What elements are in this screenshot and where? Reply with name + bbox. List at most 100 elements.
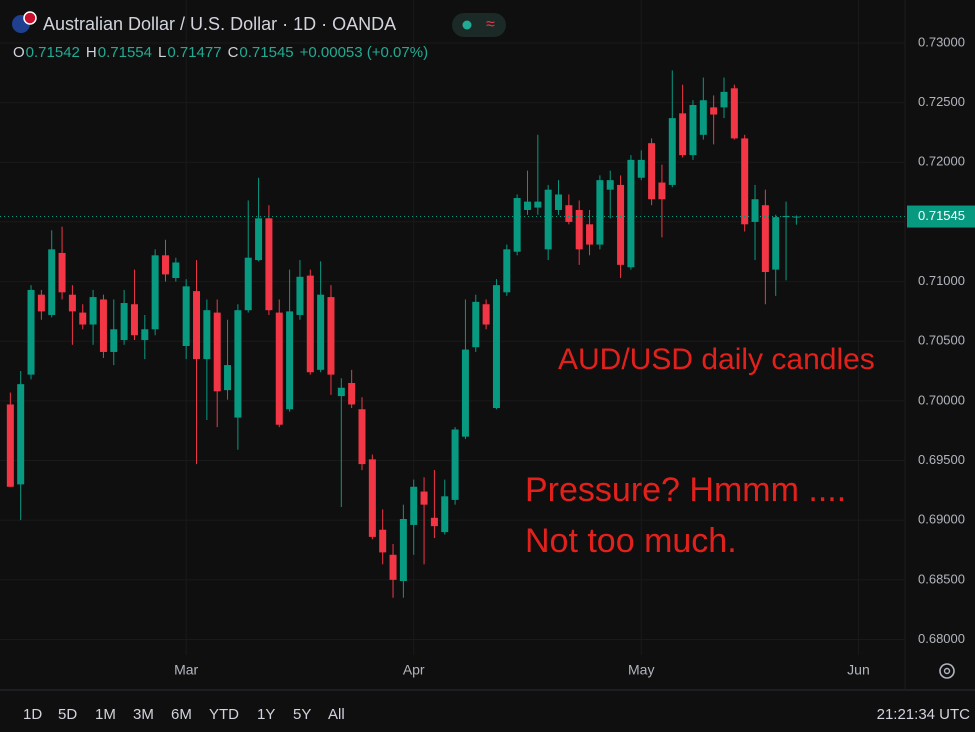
y-tick-label: 0.68000 [918,631,965,646]
candle-body [358,409,366,465]
candle-body [37,294,45,312]
legend-key: L [158,44,166,61]
candle-body [379,529,387,553]
range-button[interactable]: 1M [95,706,116,723]
symbol-flag [12,11,37,33]
candle-body [17,384,25,485]
clock: 21:21:34 UTC [877,706,971,723]
candle-body [234,310,242,418]
candle-body [689,104,697,156]
candle-body [255,218,263,261]
candle-body [430,517,438,527]
candle-body [172,262,180,278]
range-button[interactable]: 5D [58,706,77,723]
annotation: Not too much. [525,522,737,560]
candle-body [782,215,790,218]
last-price-box [907,205,975,228]
candles [0,70,905,598]
candle-body [296,276,304,315]
candle-body [6,404,14,487]
candle-body [99,299,107,352]
candle-body [668,118,676,185]
range-button[interactable]: 5Y [293,706,311,723]
candle-body [575,209,583,250]
ohlc-legend: O 0.71542 H 0.71554 L 0.71477 C 0.71545 +0.00053… [13,44,428,61]
candle-body [503,249,511,293]
candle-body [741,138,749,225]
candle-body [772,217,780,270]
y-tick-label: 0.73000 [918,34,965,49]
candle-body [596,180,604,245]
candle-body [151,255,159,330]
candle-body [751,199,759,222]
candle-body [337,387,345,397]
candle-body [586,224,594,245]
candle-body [286,311,294,410]
candle-body [182,286,190,346]
candle-body [275,312,283,425]
candle-body [389,554,397,580]
candle-body [89,297,97,325]
legend-change: +0.00053 (+0.07%) [300,44,428,61]
candle-body [410,486,418,525]
legend-value: 0.71477 [167,44,221,61]
x-tick-label: May [628,662,654,678]
candle-body [348,382,356,405]
candle-body [606,180,614,190]
range-button[interactable]: YTD [209,706,239,723]
legend-value: 0.71554 [98,44,152,61]
candle-body [224,365,232,391]
candle-body [327,297,335,375]
candle-body [68,294,76,312]
x-tick-label: Jun [847,662,870,678]
candle-body [441,496,449,533]
candle-body [523,201,531,210]
candle-body [368,459,376,537]
legend-key: H [86,44,97,61]
y-tick-label: 0.71000 [918,273,965,288]
candle-body [555,194,563,210]
x-tick-label: Apr [403,662,425,678]
candle-body [420,491,428,505]
candle-body [79,312,87,325]
last-price-label: 0.71545 [918,208,965,223]
candle-body [120,303,128,341]
settings-button[interactable] [939,663,955,679]
y-tick-label: 0.69000 [918,512,965,527]
range-button[interactable]: 1D [23,706,42,723]
svg-text:≈: ≈ [486,16,495,33]
candle-body [472,301,480,348]
candle-body [699,100,707,135]
y-tick-label: 0.70000 [918,392,965,407]
candle-body [399,518,407,582]
status-pill[interactable]: ≈ [452,13,506,37]
candle-body [317,294,325,370]
candle-body [58,252,66,293]
y-tick-label: 0.72500 [918,94,965,109]
candle-body [461,349,469,437]
candle-body [637,159,645,178]
range-button[interactable]: 1Y [257,706,275,723]
annotation: Pressure? Hmmm .... [525,471,846,509]
candle-body [534,201,542,208]
candle-body [513,198,521,252]
candle-body [48,249,56,315]
legend-value: 0.71542 [26,44,80,61]
candle-body [710,107,718,115]
candle-body [565,205,573,222]
candle-body [544,189,552,250]
candle-body [27,289,35,375]
candle-body [492,285,500,409]
range-button[interactable]: 3M [133,706,154,723]
legend-key: O [13,44,25,61]
range-button[interactable]: All [328,706,345,723]
range-button[interactable]: 6M [171,706,192,723]
candle-body [451,429,459,500]
candle-body [720,91,728,108]
legend-key: C [228,44,239,61]
candle-body [306,275,314,373]
x-tick-label: Mar [174,662,198,678]
candle-body [679,113,687,156]
